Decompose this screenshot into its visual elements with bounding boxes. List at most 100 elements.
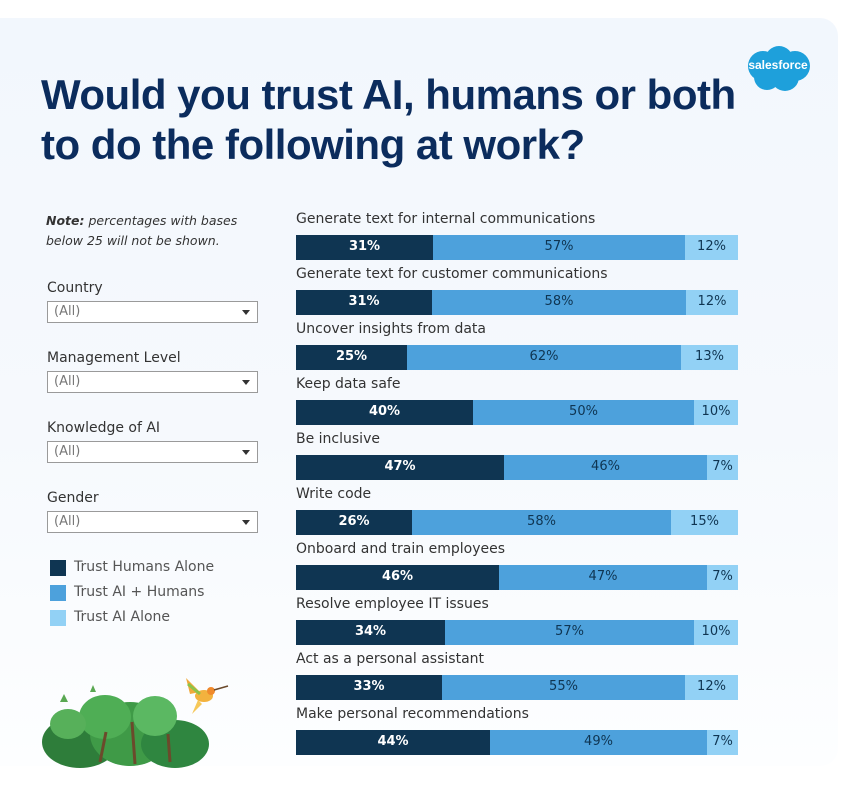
legend-label: Trust Humans Alone <box>74 559 215 575</box>
segment-humans-alone[interactable]: 26% <box>296 510 412 535</box>
bush-illustration <box>42 685 209 768</box>
data-label: 26% <box>338 514 370 529</box>
category-label: Generate text for internal communication… <box>296 211 596 227</box>
data-label: 46% <box>591 459 620 474</box>
hummingbird-illustration <box>186 678 229 714</box>
gender-dropdown-value: (All) <box>54 514 81 529</box>
data-label: 13% <box>695 349 724 364</box>
stacked-bar[interactable]: 26% 58% 15% <box>296 510 738 535</box>
category-label: Keep data safe <box>296 376 401 392</box>
segment-humans-alone[interactable]: 33% <box>296 675 442 700</box>
stacked-bar[interactable]: 34% 57% 10% <box>296 620 738 645</box>
segment-ai-alone[interactable]: 10% <box>694 400 738 425</box>
data-label: 62% <box>529 349 559 364</box>
note-text: Note: percentages with bases below 25 wi… <box>46 211 266 251</box>
segment-humans-alone[interactable]: 46% <box>296 565 499 590</box>
data-label: 12% <box>697 679 726 694</box>
data-label: 55% <box>549 679 578 694</box>
country-dropdown-value: (All) <box>54 304 81 319</box>
segment-ai-alone[interactable]: 7% <box>707 730 738 755</box>
data-label: 46% <box>381 569 414 584</box>
segment-ai-humans[interactable]: 46% <box>504 455 707 480</box>
note-body: percentages with bases below 25 will not… <box>46 213 238 248</box>
data-label: 58% <box>527 514 556 529</box>
stacked-bar[interactable]: 44% 49% 7% <box>296 730 738 755</box>
segment-ai-humans[interactable]: 50% <box>473 400 694 425</box>
category-label: Act as a personal assistant <box>296 651 485 667</box>
stacked-bar[interactable]: 33% 55% 12% <box>296 675 738 700</box>
data-label: 10% <box>701 624 731 639</box>
legend-label: Trust AI + Humans <box>74 584 205 600</box>
management-level-dropdown[interactable]: (All) <box>47 371 258 393</box>
segment-ai-alone[interactable]: 15% <box>671 510 738 535</box>
category-label: Uncover insights from data <box>296 321 486 337</box>
brand-name: salesforce <box>748 58 808 72</box>
segment-ai-humans[interactable]: 57% <box>433 235 685 260</box>
knowledge-of-ai-dropdown[interactable]: (All) <box>47 441 258 463</box>
segment-ai-humans[interactable]: 58% <box>432 290 686 315</box>
stacked-bar[interactable]: 40% 50% 10% <box>296 400 738 425</box>
note-label: Note: <box>46 213 85 228</box>
category-label: Resolve employee IT issues <box>296 596 489 612</box>
segment-ai-alone[interactable]: 12% <box>685 235 738 260</box>
legend-swatch <box>50 585 66 601</box>
segment-ai-alone[interactable]: 12% <box>686 290 738 315</box>
category-label: Generate text for customer communication… <box>296 266 608 282</box>
segment-ai-alone[interactable]: 13% <box>681 345 738 370</box>
data-label: 15% <box>690 514 719 529</box>
data-label: 10% <box>701 404 731 419</box>
legend-label: Trust AI Alone <box>74 609 171 625</box>
data-label: 7% <box>712 734 733 749</box>
data-label: 12% <box>697 239 726 254</box>
segment-humans-alone[interactable]: 47% <box>296 455 504 480</box>
data-label: 25% <box>335 349 368 364</box>
segment-ai-humans[interactable]: 47% <box>499 565 707 590</box>
segment-ai-alone[interactable]: 7% <box>707 565 738 590</box>
segment-humans-alone[interactable]: 31% <box>296 235 433 260</box>
category-label: Make personal recommendations <box>296 706 529 722</box>
stacked-bar[interactable]: 47% 46% 7% <box>296 455 738 480</box>
segment-humans-alone[interactable]: 31% <box>296 290 432 315</box>
segment-ai-humans[interactable]: 62% <box>407 345 681 370</box>
chevron-down-icon <box>242 380 250 385</box>
segment-humans-alone[interactable]: 40% <box>296 400 473 425</box>
segment-ai-humans[interactable]: 49% <box>490 730 707 755</box>
knowledge-of-ai-dropdown-value: (All) <box>54 444 81 459</box>
chevron-down-icon <box>242 450 250 455</box>
segment-humans-alone[interactable]: 34% <box>296 620 445 645</box>
filter-label-knowledge-of-ai: Knowledge of AI <box>47 420 161 436</box>
stacked-bar[interactable]: 31% 58% 12% <box>296 290 738 315</box>
category-label: Onboard and train employees <box>296 541 505 557</box>
data-label: 47% <box>384 459 416 474</box>
data-label: 31% <box>348 294 380 309</box>
data-label: 44% <box>377 734 409 749</box>
page-title: Would you trust AI, humans or both to do… <box>41 71 736 168</box>
segment-ai-humans[interactable]: 58% <box>412 510 671 535</box>
country-dropdown[interactable]: (All) <box>47 301 258 323</box>
segment-humans-alone[interactable]: 25% <box>296 345 407 370</box>
segment-humans-alone[interactable]: 44% <box>296 730 490 755</box>
data-label: 7% <box>712 569 733 584</box>
filter-label-country: Country <box>47 280 103 296</box>
category-label: Be inclusive <box>296 431 380 447</box>
chevron-down-icon <box>242 310 250 315</box>
segment-ai-alone[interactable]: 10% <box>694 620 738 645</box>
gender-dropdown[interactable]: (All) <box>47 511 258 533</box>
segment-ai-alone[interactable]: 7% <box>707 455 738 480</box>
data-label: 57% <box>555 624 584 639</box>
category-label: Write code <box>296 486 372 502</box>
filter-label-gender: Gender <box>47 490 99 506</box>
segment-ai-humans[interactable]: 57% <box>445 620 694 645</box>
chevron-down-icon <box>242 520 250 525</box>
data-label: 7% <box>712 459 733 474</box>
segment-ai-alone[interactable]: 12% <box>685 675 738 700</box>
legend-swatch <box>50 560 66 576</box>
data-label: 31% <box>348 239 381 254</box>
segment-ai-humans[interactable]: 55% <box>442 675 685 700</box>
data-label: 57% <box>544 239 574 254</box>
stacked-bar-chart: Generate text for internal communication… <box>296 208 738 758</box>
stacked-bar[interactable]: 25% 62% 13% <box>296 345 738 370</box>
stacked-bar[interactable]: 46% 47% 7% <box>296 565 738 590</box>
management-level-dropdown-value: (All) <box>54 374 81 389</box>
stacked-bar[interactable]: 31% 57% 12% <box>296 235 738 260</box>
